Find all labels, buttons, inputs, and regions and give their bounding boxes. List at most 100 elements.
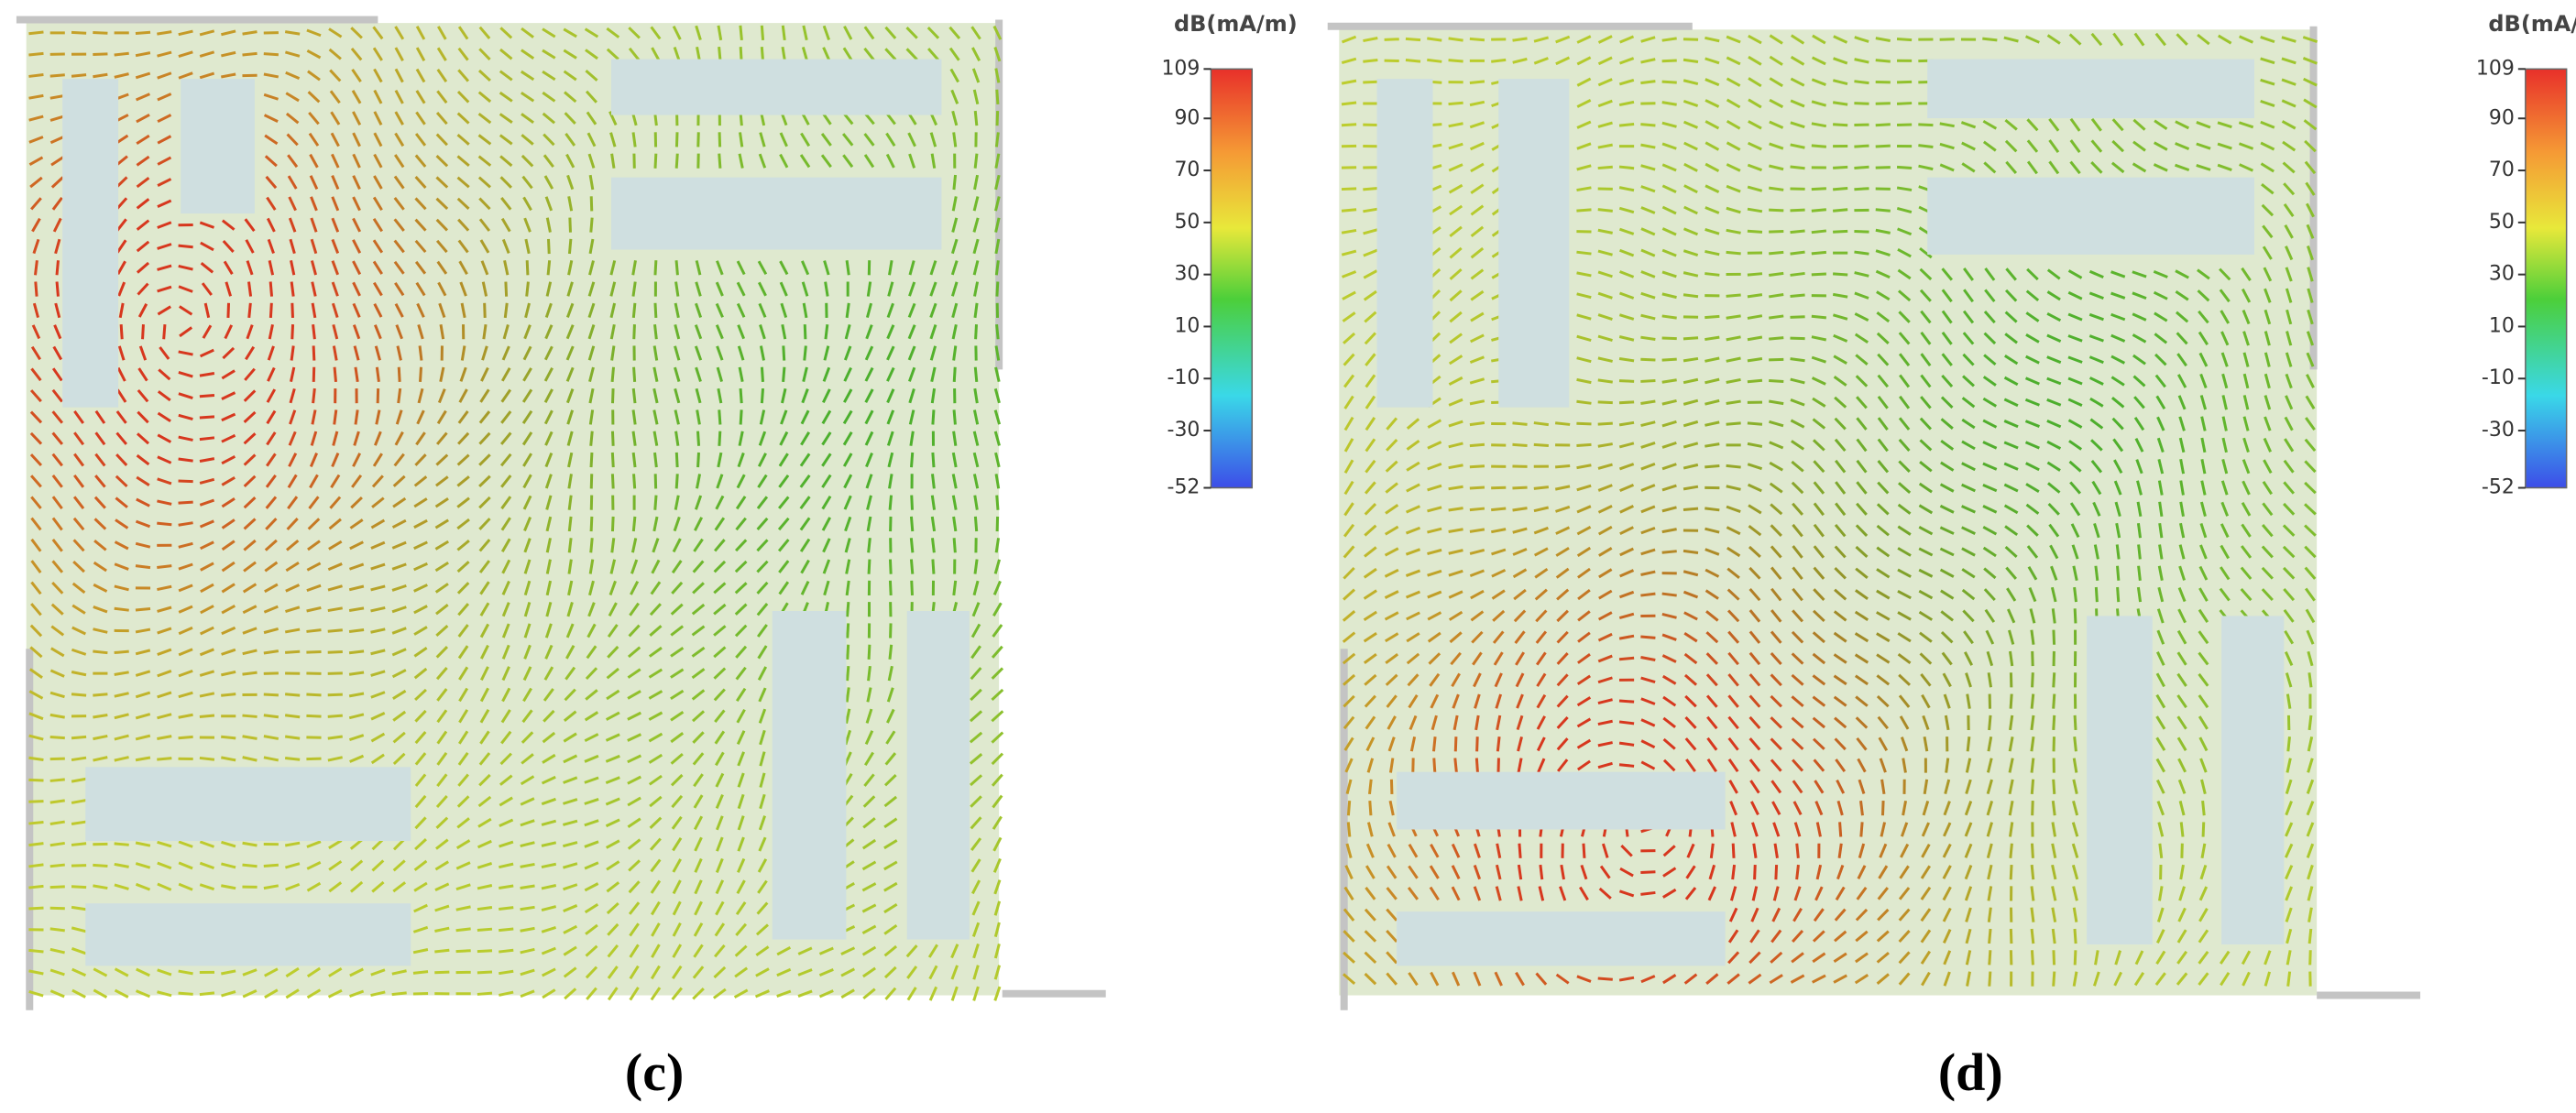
current-arrow (736, 260, 746, 276)
current-arrow (1597, 35, 1613, 44)
current-arrow (1705, 272, 1720, 277)
current-arrow (544, 324, 554, 340)
current-arrow (1662, 758, 1676, 772)
current-arrow (1576, 292, 1592, 300)
colorbar-tick-label: 70 (1174, 158, 1200, 181)
current-arrow (1813, 758, 1825, 772)
current-arrow (372, 26, 384, 40)
current-arrow (1726, 141, 1741, 151)
current-arrow (1961, 462, 1976, 472)
current-arrow (413, 475, 428, 487)
current-arrow (2112, 32, 2124, 47)
current-arrow (500, 538, 511, 553)
current-arrow (1450, 651, 1462, 666)
current-arrow (1388, 758, 1395, 773)
current-arrow (1854, 250, 1869, 256)
current-arrow (842, 47, 853, 61)
current-arrow (439, 366, 445, 383)
current-arrow (1940, 630, 1954, 644)
current-arrow (694, 857, 703, 873)
current-arrow (200, 605, 214, 615)
current-arrow (2242, 373, 2250, 389)
current-arrow (1514, 630, 1526, 644)
current-arrow (993, 431, 1001, 446)
current-arrow (1409, 737, 1417, 752)
current-arrow (243, 539, 257, 551)
current-arrow (157, 455, 172, 464)
current-arrow (2046, 398, 2062, 407)
current-arrow (1618, 313, 1635, 321)
current-arrow (972, 580, 980, 596)
current-arrow (651, 559, 661, 574)
current-arrow (374, 345, 381, 361)
current-arrow (49, 713, 65, 719)
current-arrow (1618, 590, 1635, 599)
current-arrow (2199, 501, 2207, 518)
current-arrow (1640, 870, 1656, 874)
current-arrow (2199, 544, 2208, 560)
current-arrow (1365, 395, 1376, 409)
current-arrow (413, 859, 428, 872)
current-arrow (1618, 976, 1635, 982)
current-arrow (1577, 588, 1591, 601)
current-arrow (1366, 822, 1374, 837)
current-arrow (1343, 694, 1355, 708)
current-arrow (1597, 99, 1613, 108)
current-arrow (565, 324, 575, 340)
current-arrow (1792, 545, 1803, 559)
current-arrow (2110, 161, 2125, 174)
current-arrow (629, 987, 640, 1001)
current-arrow (1661, 336, 1677, 341)
current-arrow (2285, 822, 2294, 837)
current-arrow (178, 29, 193, 37)
current-arrow (2009, 822, 2014, 837)
current-arrow (2110, 376, 2125, 387)
current-arrow (1731, 864, 1737, 880)
current-arrow (2240, 588, 2253, 602)
current-arrow (1470, 225, 1485, 238)
current-arrow (499, 948, 514, 954)
current-arrow (372, 47, 383, 61)
current-arrow (909, 538, 915, 553)
current-arrow (481, 281, 488, 297)
current-arrow (2004, 311, 2018, 323)
current-arrow (1705, 206, 1720, 214)
current-arrow (458, 730, 469, 745)
current-arrow (589, 452, 594, 468)
current-arrow (435, 155, 449, 168)
current-arrow (1517, 864, 1523, 880)
current-arrow (28, 990, 44, 998)
current-arrow (1812, 695, 1826, 707)
current-arrow (1919, 267, 1933, 281)
current-arrow (199, 393, 215, 398)
current-arrow (2007, 608, 2016, 624)
current-arrow (373, 89, 383, 104)
current-arrow (2242, 352, 2250, 367)
current-arrow (1920, 950, 1932, 965)
current-arrow (499, 70, 513, 82)
current-arrow (994, 260, 1000, 276)
current-arrow (1661, 184, 1677, 193)
current-arrow (1535, 651, 1547, 666)
current-arrow (1597, 442, 1613, 448)
current-arrow (1877, 908, 1890, 922)
current-arrow (2264, 395, 2272, 410)
current-arrow (1407, 887, 1420, 900)
current-arrow (606, 48, 619, 60)
current-arrow (1431, 737, 1437, 752)
current-arrow (2199, 758, 2208, 773)
current-arrow (737, 793, 745, 810)
current-arrow (2284, 629, 2295, 645)
current-arrow (1618, 356, 1635, 363)
current-arrow (562, 841, 578, 848)
current-arrow (310, 217, 318, 233)
current-arrow (737, 751, 745, 767)
current-arrow (50, 603, 64, 616)
current-arrow (1920, 396, 1932, 409)
current-arrow (157, 691, 172, 699)
current-arrow (1813, 460, 1825, 474)
current-arrow (1661, 248, 1677, 257)
current-arrow (952, 174, 958, 191)
current-arrow (1875, 144, 1891, 148)
current-arrow (242, 863, 258, 868)
